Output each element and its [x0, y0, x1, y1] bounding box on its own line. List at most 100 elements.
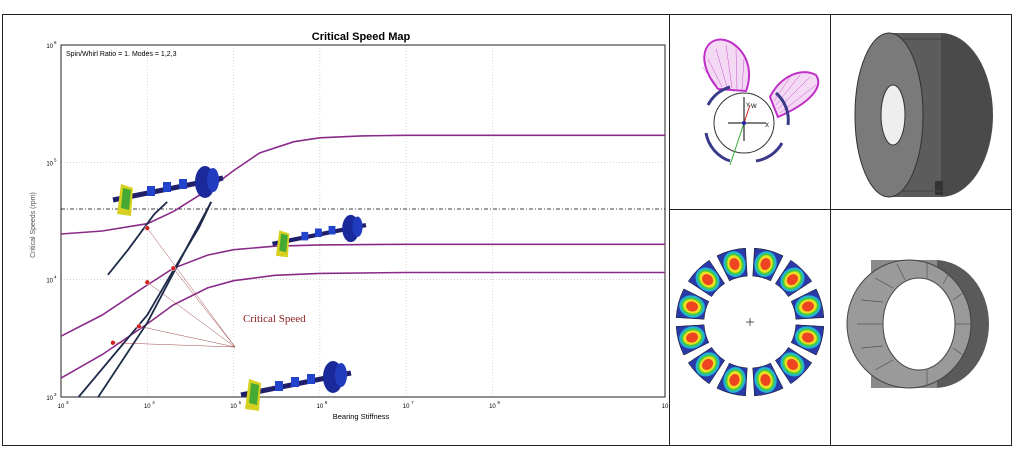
y-tick-label: 10	[46, 279, 53, 285]
y-tick-label: 10	[46, 44, 53, 50]
rotor-mode-shape	[272, 214, 367, 258]
rotor-hub	[315, 228, 322, 237]
eccentricity-line	[743, 104, 751, 124]
temperature-contour	[686, 301, 698, 312]
x-tick-label: 10	[144, 404, 151, 410]
y-axis-label: Critical Speeds (rpm)	[30, 192, 37, 258]
y-tick-label: 10	[46, 396, 53, 402]
y-tick-exponent: 6	[54, 40, 57, 45]
bearing-pad	[675, 324, 710, 356]
pad-temperature-panel	[669, 209, 831, 446]
bearing-pad	[790, 324, 825, 356]
critical-speed-curve	[60, 271, 665, 379]
bearing-3d-bottom-panel	[830, 209, 1012, 446]
rotor-disk-left-inner	[249, 383, 259, 405]
temperature-contour	[702, 358, 714, 370]
rotor-disk-left-inner	[279, 233, 288, 253]
x-tick-exponent: 4	[152, 400, 155, 405]
rotor-hub	[163, 182, 171, 192]
rotor-illustrations	[112, 166, 367, 411]
y-tick-exponent: 5	[54, 157, 57, 162]
x-tick-label: 10	[403, 404, 410, 410]
rotor-hub	[301, 231, 309, 241]
bearing-pad	[752, 247, 784, 282]
pad-temperature-diagram	[675, 247, 825, 397]
label-w: W	[751, 104, 757, 110]
label-y: Y	[746, 103, 750, 109]
temperature-contour	[786, 274, 798, 286]
critical-point	[144, 279, 150, 285]
rotor-mode-shape	[112, 166, 224, 216]
temperature-contour	[760, 374, 771, 386]
ring-pad-lines	[857, 262, 971, 386]
rotor-hub	[179, 179, 187, 189]
x-tick-exponent: 7	[411, 400, 414, 405]
label-x: X	[765, 123, 769, 129]
temperature-contour	[760, 258, 771, 270]
temperature-contour	[686, 332, 698, 343]
critical-point	[136, 323, 142, 330]
temperature-contour	[729, 258, 740, 270]
bearing-pad	[687, 347, 725, 385]
bearing-3d-top-panel	[830, 14, 1012, 210]
bearing-pad	[775, 347, 813, 385]
x-tick-label: 10	[489, 404, 496, 410]
center-crosshair	[746, 318, 754, 326]
bearing-bore	[880, 84, 906, 146]
bearing-pad	[752, 362, 784, 397]
critical-point	[144, 225, 150, 231]
bearing-pad	[775, 259, 813, 297]
rotor-disk-right-outer	[352, 216, 363, 237]
plot-area	[60, 44, 666, 398]
rotor-hub	[328, 225, 336, 235]
chart-panel: Critical Speed Map Spin/Whirl Ratio = 1.…	[2, 14, 670, 446]
bearing-pin	[935, 181, 943, 195]
bearing-pad	[675, 288, 710, 320]
annotation-leader-line	[147, 282, 236, 348]
chart-title: Critical Speed Map	[312, 31, 411, 43]
rotor-hub	[307, 374, 315, 384]
x-tick-label: 10	[58, 404, 65, 410]
y-tick-exponent: 4	[54, 275, 57, 280]
shaft-center	[742, 121, 746, 125]
bearing-pressure-panel: Y W X	[669, 14, 831, 210]
axis-ticks: 1031041051061071081010103104105106	[46, 40, 669, 410]
temperature-contour	[702, 274, 714, 286]
y-tick-label: 10	[46, 161, 53, 167]
annotation-leader-line	[138, 326, 236, 348]
bearing-pad	[687, 259, 725, 297]
x-tick-exponent: 6	[325, 400, 328, 405]
x-tick-label: 10	[317, 404, 324, 410]
bearing-3d-bottom-drawing	[846, 259, 989, 389]
x-axis-label: Bearing Stiffness	[333, 412, 390, 421]
rotor-disk-right-outer	[207, 168, 219, 192]
bearing-3d-top-drawing	[854, 32, 993, 198]
critical-speed-chart: Critical Speed Map Spin/Whirl Ratio = 1.…	[30, 31, 669, 421]
x-tick-exponent: 5	[239, 400, 242, 405]
x-tick-label: 10	[230, 404, 237, 410]
temperature-contour	[729, 374, 740, 386]
chart-subtitle: Spin/Whirl Ratio = 1. Modes = 1,2,3	[66, 51, 177, 58]
rotor-hub	[275, 381, 283, 391]
critical-point	[110, 340, 116, 346]
rotor-disk-right-outer	[335, 363, 347, 387]
rotor-hub	[291, 377, 299, 387]
temperature-contour	[802, 301, 814, 312]
annotation-leader-line	[147, 227, 236, 348]
stiffness-line	[107, 201, 168, 276]
stiffness-line	[97, 201, 212, 398]
bearing-pad	[716, 247, 748, 282]
bearing-pads	[704, 85, 790, 163]
temperature-contour	[786, 358, 798, 370]
load-line	[729, 122, 745, 166]
critical-speed-curve	[60, 243, 665, 337]
annotation-leader-line	[173, 268, 236, 348]
pressure-lobe-left	[701, 38, 750, 93]
rotor-mode-shape	[240, 361, 352, 411]
bearing-pad	[716, 362, 748, 397]
ring-bore	[882, 277, 956, 371]
x-tick-exponent: 3	[66, 400, 69, 405]
chart-marks	[60, 134, 665, 398]
x-tick-exponent: 8	[497, 400, 500, 405]
